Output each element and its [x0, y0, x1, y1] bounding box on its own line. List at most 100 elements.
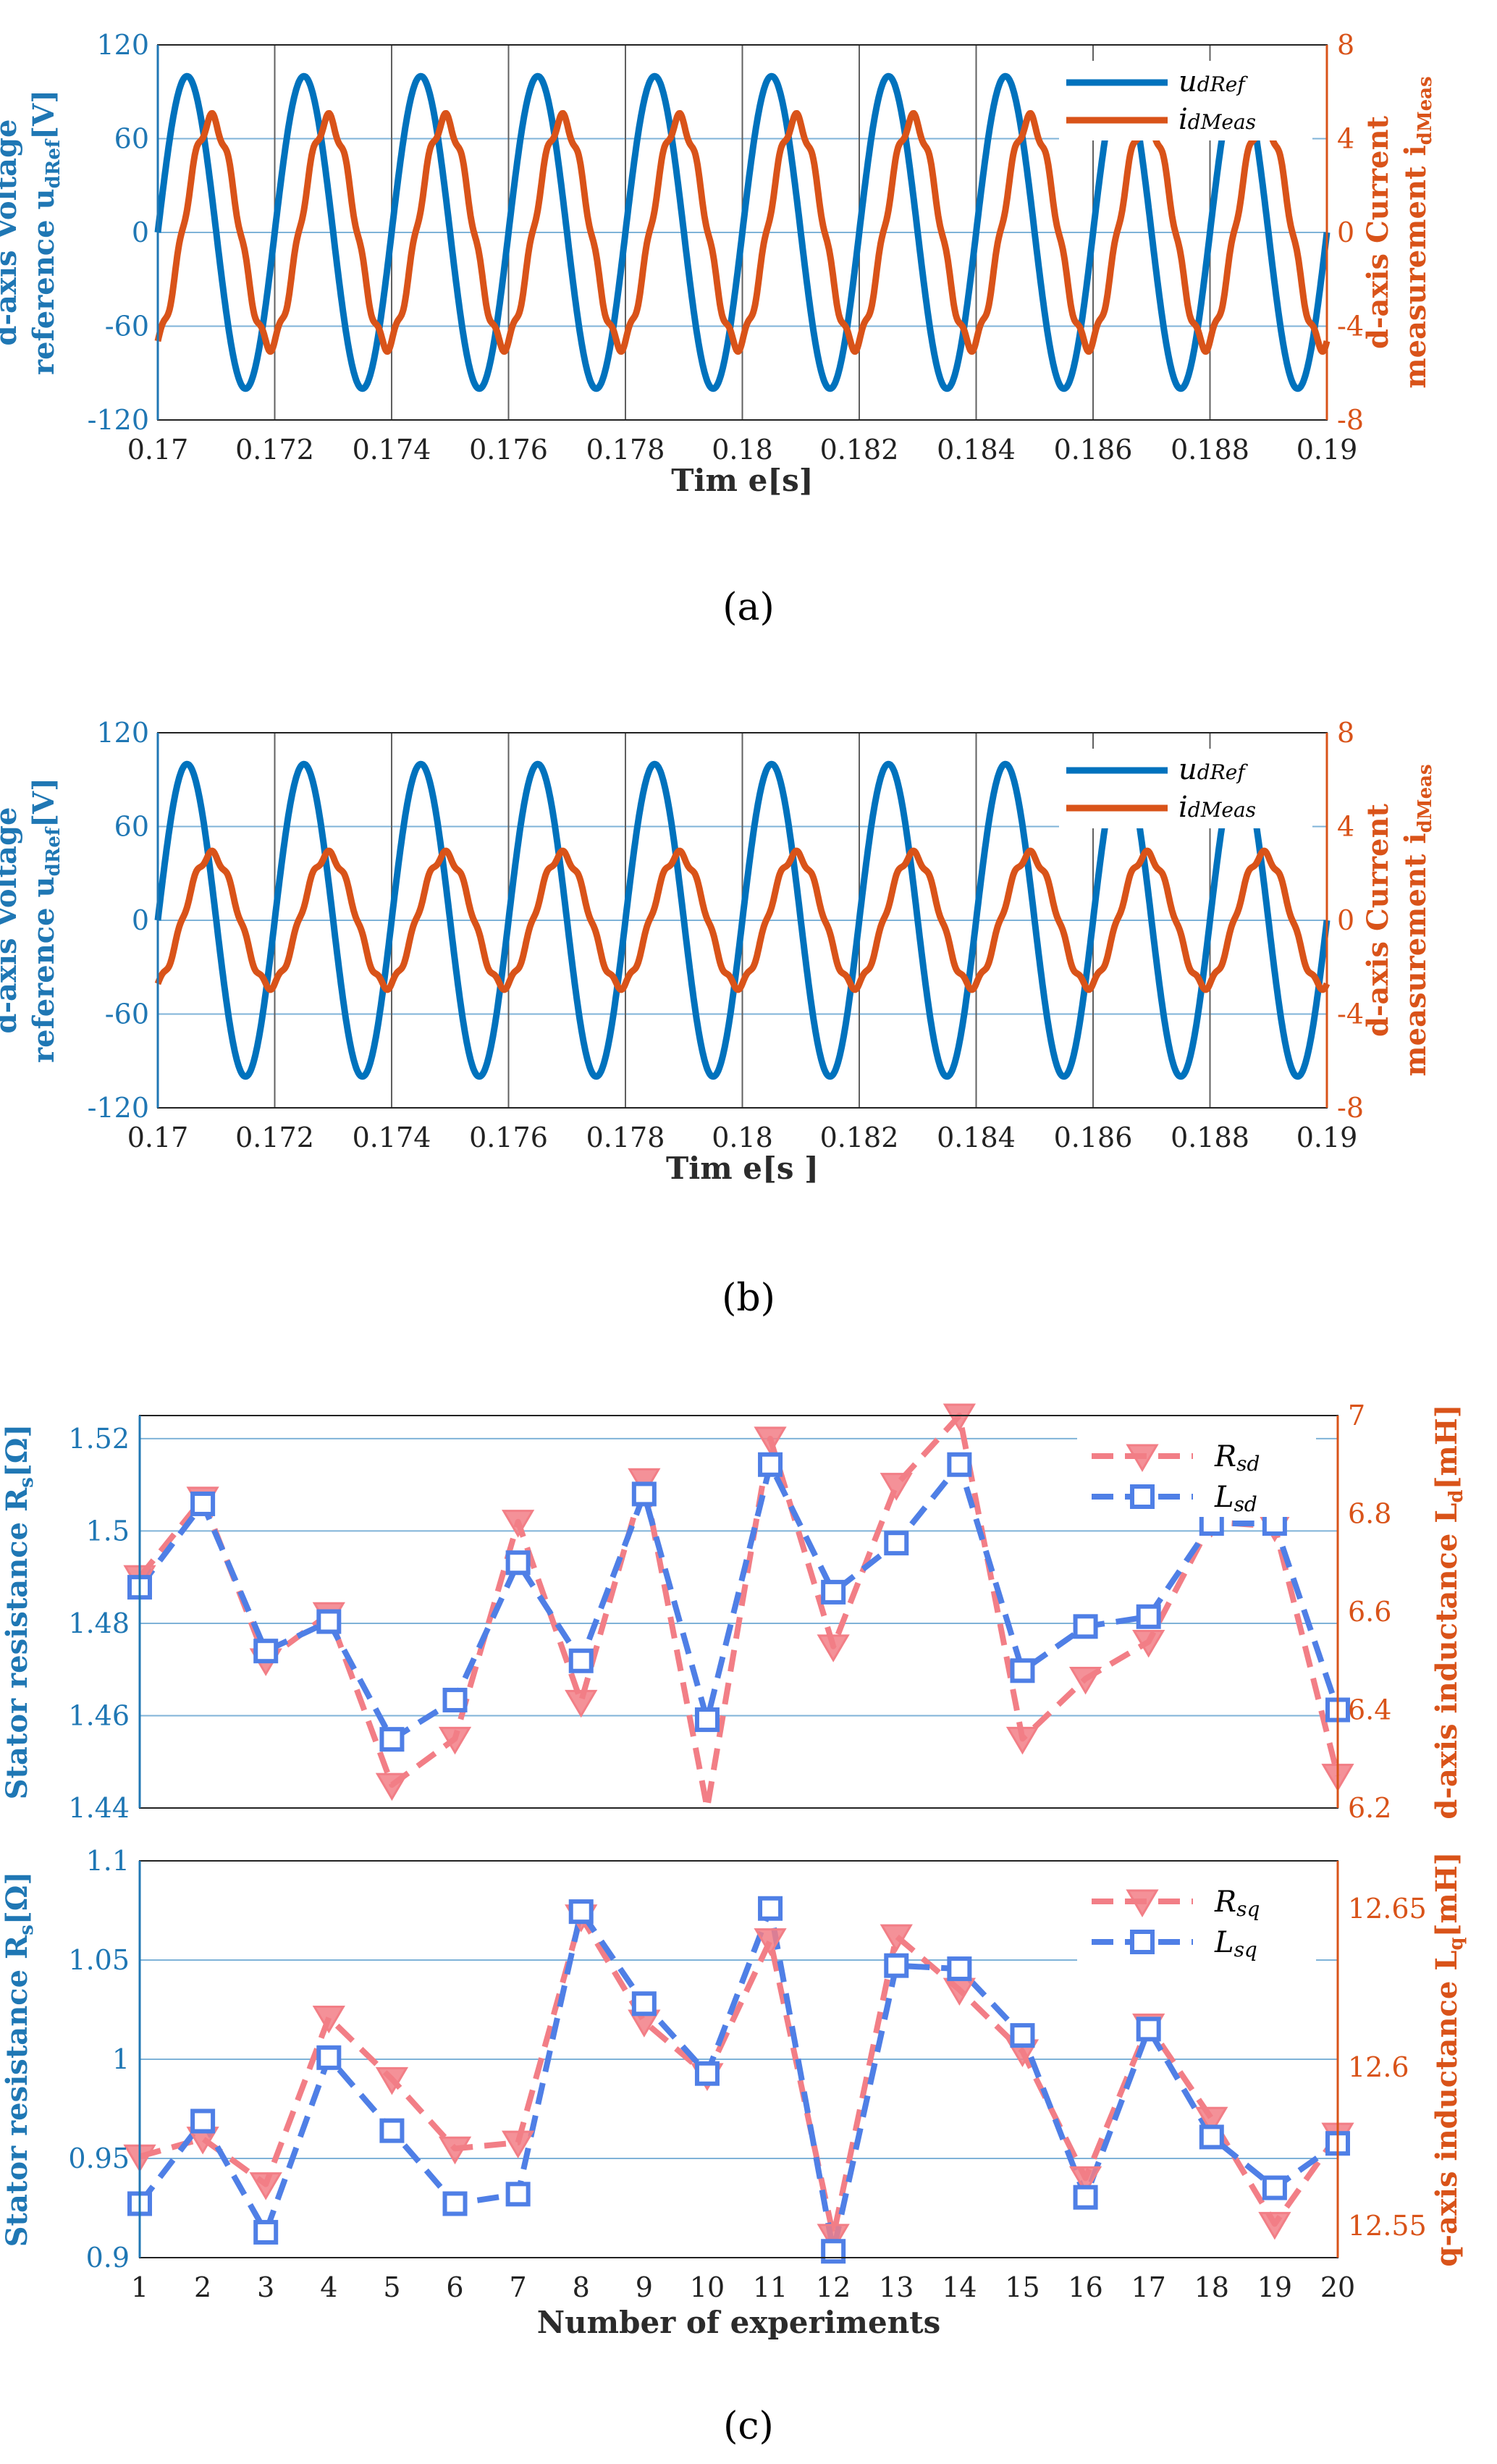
marker-Rsq [880, 1924, 913, 1953]
y-axis-title-left-suffix: [Ω] [0, 1424, 34, 1477]
x-tick-label: 8 [573, 2271, 590, 2303]
y-tick-label-left: 120 [96, 29, 149, 61]
legend-label-sub: sq [1234, 1938, 1257, 1961]
y-tick-label-left: -120 [88, 404, 149, 436]
x-tick-label: 9 [636, 2271, 653, 2303]
y-axis-title-left-line1: d-axis Voltage [0, 807, 23, 1033]
x-tick-label: 17 [1131, 2271, 1166, 2303]
y-tick-label-left: 120 [96, 717, 149, 749]
marker-Lsd [884, 1531, 909, 1556]
x-tick-label: 16 [1068, 2271, 1102, 2303]
legend-marker [1126, 1444, 1159, 1472]
marker-Rsq [1195, 2106, 1228, 2135]
legend-label-sub: sd [1234, 1492, 1257, 1516]
marker-Lsq [568, 1899, 594, 1925]
marker-Lsq [1262, 2175, 1287, 2200]
y-axis-title-right-line2-main: measurement i [1399, 145, 1433, 388]
marker-Rsd [880, 1473, 913, 1501]
marker-Rsd [1132, 1629, 1165, 1658]
y-tick-label-right: 6.4 [1348, 1694, 1391, 1726]
y-axis-title-left-line2: reference udRef[V] [27, 90, 64, 375]
y-tick-label-left: -120 [88, 1092, 149, 1124]
y-tick-label-left: 1.05 [68, 1944, 130, 1976]
legend-box [1077, 1430, 1316, 1517]
y-tick-label-left: 0.95 [68, 2143, 130, 2174]
legend-label-main: i [1178, 791, 1188, 824]
y-tick-label-right: 8 [1337, 29, 1354, 61]
x-tick-label: 13 [879, 2271, 914, 2303]
marker-Rsq [312, 2005, 345, 2034]
y-axis-title-right-sub: d [1446, 1489, 1467, 1502]
x-tick-label: 0.174 [353, 1122, 431, 1153]
x-tick-label: 10 [690, 2271, 725, 2303]
y-axis-title-left-suffix: [Ω] [0, 1872, 34, 1925]
x-tick-label: 0.184 [937, 1122, 1016, 1153]
legend-label: Lsd [1214, 1481, 1257, 1516]
legend-label: udRef [1178, 65, 1248, 98]
marker-Lsd [694, 1707, 720, 1733]
marker-Rsd [754, 1426, 787, 1455]
y-tick-label-right: 12.6 [1348, 2051, 1409, 2083]
legend-label-main: L [1214, 1926, 1234, 1959]
y-axis-title-right-main: d-axis inductance L [1430, 1503, 1464, 1820]
y-tick-label-right: 7 [1348, 1400, 1365, 1431]
legend-label-main: R [1214, 1885, 1236, 1919]
y-tick-label-right: 6.2 [1348, 1792, 1391, 1824]
marker-Lsd [568, 1648, 594, 1673]
y-axis-title-left-text: Stator resistance Rs[Ω] [0, 1872, 38, 2248]
y-axis-title-right: q-axis inductance Lq[mH] [1430, 1851, 1467, 2266]
marker-Lsd [758, 1452, 783, 1477]
y-axis-title-right-line2: measurement idMeas [1399, 76, 1436, 388]
marker-Lsq [1073, 2185, 1098, 2210]
y-tick-label-right: 0 [1337, 216, 1354, 248]
y-axis-title-right-line2: measurement idMeas [1399, 764, 1436, 1076]
y-axis-title-right-text: d-axis inductance Ld[mH] [1430, 1404, 1467, 1819]
y-tick-label-right: -4 [1337, 998, 1364, 1030]
legend-box [1077, 1875, 1316, 1962]
marker-Rsq [249, 2172, 282, 2200]
series-line-Rsd [137, 1413, 1341, 1811]
x-axis-title: Number of experiments [537, 2305, 941, 2340]
y-axis-title-right: d-axis Current measurement idMeas [1361, 764, 1436, 1076]
y-axis-title-left-line2-suffix: [V] [27, 778, 61, 828]
y-axis-title-left: Stator resistance Rs[Ω] [0, 1424, 38, 1800]
y-tick-label-left: 1.46 [68, 1699, 130, 1731]
legend-label: idMeas [1178, 103, 1256, 136]
y-axis-title-right-line2-main: measurement i [1399, 833, 1433, 1076]
marker-Lsd [631, 1481, 657, 1507]
y-axis-title-left-line2-sub: dRef [43, 138, 64, 188]
x-tick-label: 0.176 [469, 434, 548, 466]
panel-a: 120 60 0 -60 -120 8 4 0 -4 -8 0.17 0.172 0.174 0.176 0… [0, 29, 1436, 498]
marker-Rsd [943, 1403, 976, 1431]
x-axis-title: Tim e[s] [671, 463, 813, 498]
y-tick-label-left: 0 [132, 216, 149, 248]
y-axis-title-right-line1: d-axis Current [1361, 115, 1395, 349]
y-tick-label-left: 1.44 [68, 1792, 130, 1824]
marker-Rsq [375, 2066, 409, 2095]
panel-b: 120 60 0 -60 -120 8 4 0 -4 -8 0.17 0.172 0.174 0.176 0… [0, 717, 1436, 1186]
y-tick-label-right: -4 [1337, 311, 1364, 342]
panel-c-upper: 1.52 1.5 1.48 1.46 1.44 7 6.8 6.6 6.4 6.2 Stator r… [0, 1400, 1467, 1824]
x-tick-label: 0.182 [820, 1122, 899, 1153]
series-idMeas [154, 847, 1331, 993]
legend-label-main: R [1214, 1440, 1236, 1473]
marker-Lsq [947, 1956, 972, 1982]
y-tick-label-right: 6.6 [1348, 1596, 1391, 1628]
y-axis-title-left-text: Stator resistance Rs[Ω] [0, 1424, 38, 1800]
series-idMeas [154, 110, 1331, 355]
legend-label-main: L [1214, 1481, 1234, 1514]
legend-label-sub: sq [1236, 1897, 1260, 1921]
marker-Rsq [1068, 2166, 1102, 2195]
marker-Lsq [1010, 2023, 1035, 2048]
y-axis-title-right-text: q-axis inductance Lq[mH] [1430, 1851, 1467, 2266]
marker-Lsd [1010, 1658, 1035, 1683]
x-tick-label: 0.172 [235, 434, 314, 466]
y-tick-label-right: 4 [1337, 811, 1354, 843]
marker-Lsd [190, 1491, 216, 1516]
y-axis-title-left-main: Stator resistance R [0, 1487, 34, 1799]
x-tick-label: 0.176 [469, 1122, 548, 1153]
